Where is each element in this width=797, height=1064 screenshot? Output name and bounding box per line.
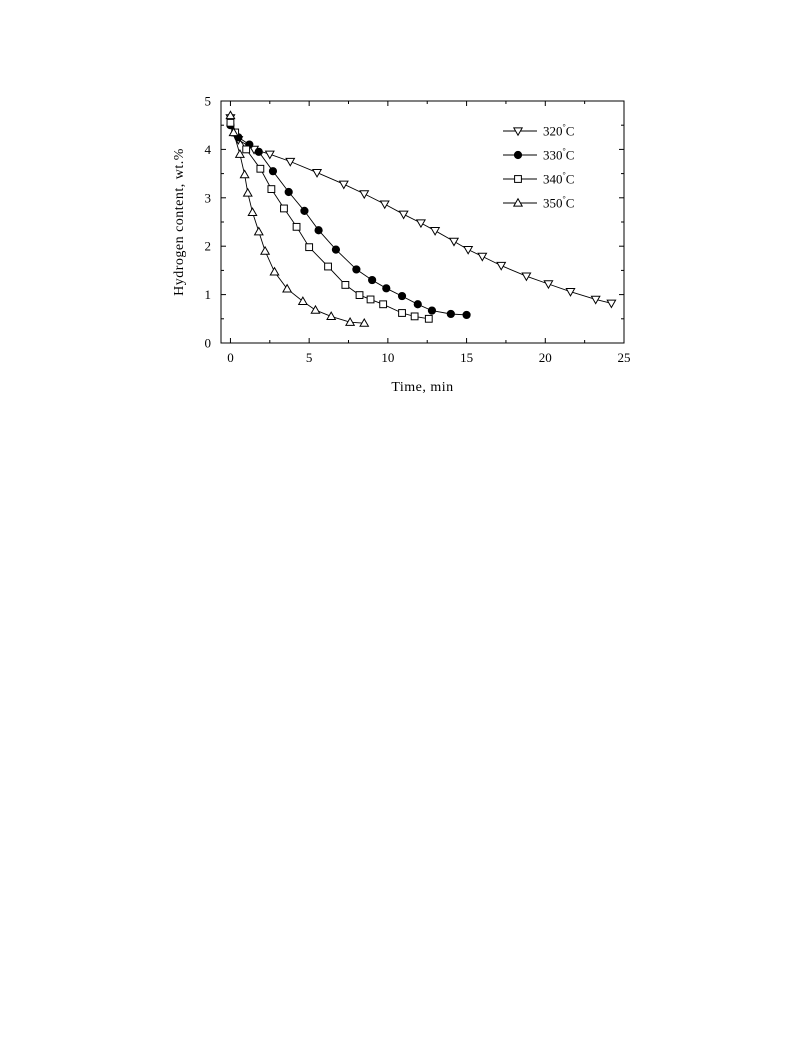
data-point-340	[280, 204, 288, 213]
axis-tick-labels: 0 5 10 15 20 25 0 1 2 3 4 5	[205, 94, 631, 366]
data-point-340	[324, 262, 332, 271]
data-point-350	[310, 304, 321, 314]
data-point-330	[352, 265, 361, 274]
legend-label-330: 330°C	[543, 147, 574, 163]
data-point-340	[355, 291, 364, 299]
y-tick-label: 3	[205, 190, 212, 205]
data-point-330	[413, 300, 422, 309]
data-point-330	[427, 306, 437, 315]
data-point-340	[424, 314, 433, 323]
data-point-320	[379, 200, 390, 210]
data-point-350	[247, 207, 258, 216]
data-point-340	[379, 300, 388, 309]
data-point-340	[410, 312, 419, 321]
y-axis-label: Hydrogen content, wt.%	[172, 148, 187, 296]
data-point-320	[338, 180, 349, 190]
data-point-330	[382, 284, 391, 293]
x-axis-label: Time, min	[391, 380, 453, 395]
data-point-320	[415, 219, 426, 229]
y-tick-label: 2	[205, 239, 212, 254]
data-point-350	[253, 226, 264, 236]
x-tick-label: 0	[227, 350, 234, 365]
data-point-320	[565, 288, 576, 297]
legend: 320°C 330°C 340°C 350°C	[503, 123, 574, 211]
data-point-320	[496, 261, 507, 271]
y-tick-label: 0	[205, 336, 212, 351]
data-point-350	[359, 317, 370, 327]
data-point-320	[521, 272, 532, 282]
data-point-320	[285, 157, 296, 167]
data-point-320	[590, 295, 601, 305]
data-point-320	[543, 280, 554, 290]
data-point-340	[366, 295, 375, 304]
x-tick-label: 5	[306, 350, 313, 365]
x-tick-label: 25	[618, 350, 631, 365]
data-point-320	[463, 245, 474, 255]
data-point-330	[331, 245, 341, 254]
y-tick-label: 5	[205, 94, 212, 109]
x-tick-label: 15	[460, 350, 473, 365]
data-point-350	[239, 169, 250, 179]
data-point-330	[268, 167, 278, 176]
legend-label-350: 350°C	[543, 195, 574, 211]
axis-ticks	[221, 100, 625, 344]
data-point-350	[282, 283, 293, 293]
data-point-350	[297, 296, 308, 306]
data-point-350	[260, 245, 271, 255]
data-point-350	[228, 127, 239, 137]
data-point-320	[359, 190, 370, 200]
data-point-330	[300, 206, 309, 215]
data-point-320	[430, 227, 441, 236]
data-point-340	[305, 243, 314, 252]
data-point-340	[256, 164, 265, 173]
x-tick-label: 10	[381, 350, 394, 365]
y-tick-label: 1	[205, 287, 212, 302]
data-point-330	[462, 310, 471, 320]
data-point-350	[234, 149, 245, 158]
series-line-340	[229, 122, 429, 320]
data-point-320	[606, 299, 617, 309]
data-point-340	[292, 222, 301, 231]
y-tick-label: 4	[205, 142, 212, 157]
data-point-340	[242, 145, 251, 154]
data-point-340	[398, 309, 406, 317]
data-point-330	[446, 309, 455, 319]
data-point-340	[226, 118, 235, 127]
data-point-340	[341, 281, 350, 289]
legend-label-320: 320°C	[543, 123, 574, 139]
legend-marker-330	[513, 150, 523, 160]
data-point-350	[225, 110, 236, 120]
data-point-330	[254, 147, 263, 156]
data-point-320	[398, 210, 409, 220]
data-point-340	[267, 185, 276, 193]
data-point-320	[477, 252, 488, 262]
data-point-330	[368, 275, 377, 285]
data-point-320	[311, 168, 323, 178]
data-point-330	[284, 187, 293, 197]
legend-marker-340	[514, 175, 522, 183]
data-point-320	[448, 237, 460, 247]
x-tick-label: 20	[539, 350, 552, 365]
series-markers	[225, 110, 617, 327]
data-point-330	[314, 226, 323, 235]
data-point-320	[264, 150, 275, 160]
data-point-350	[269, 266, 280, 276]
legend-marker-320	[512, 127, 524, 137]
legend-label-340: 340°C	[543, 171, 574, 187]
data-point-350	[345, 316, 356, 326]
legend-marker-350	[512, 197, 524, 207]
data-point-350	[326, 311, 337, 321]
data-point-350	[242, 187, 253, 197]
data-point-330	[397, 291, 407, 301]
